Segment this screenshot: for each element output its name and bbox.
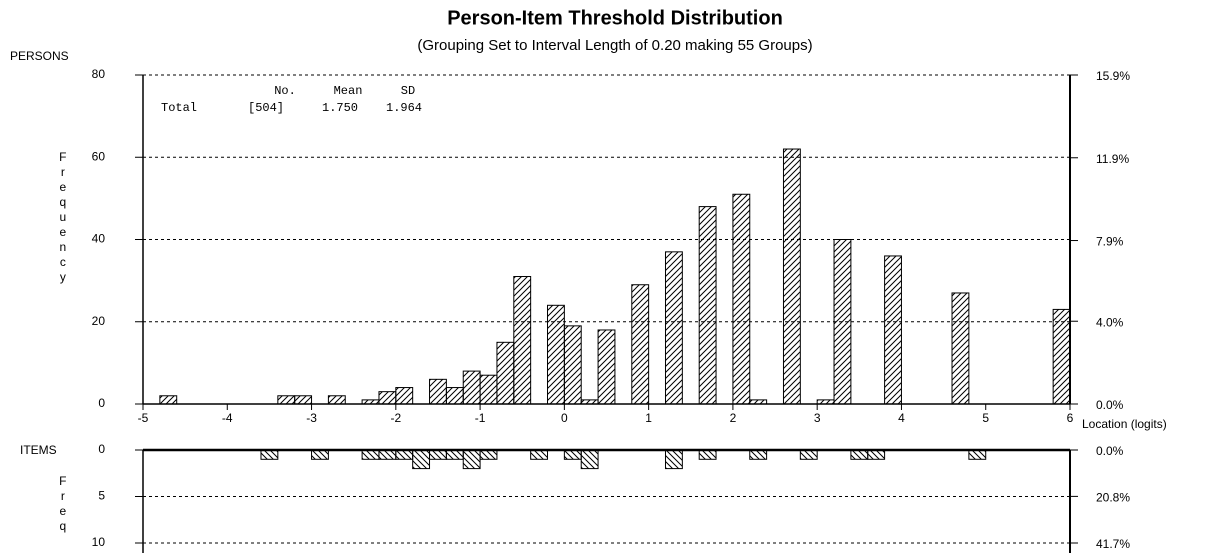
x-tick-label: 1 xyxy=(645,411,652,425)
bar xyxy=(395,449,414,460)
y2-tick-label: 0.0% xyxy=(1096,444,1124,458)
bar xyxy=(445,387,464,405)
bar xyxy=(412,449,431,470)
bar xyxy=(479,449,498,460)
y-tick-label: 0 xyxy=(98,396,105,410)
bar xyxy=(327,395,346,405)
bar xyxy=(462,449,481,470)
bar xyxy=(799,449,818,460)
bar xyxy=(378,449,397,460)
stats-row-label: Total xyxy=(161,101,197,115)
y2-tick-label: 20.8% xyxy=(1096,491,1130,505)
bar xyxy=(361,449,380,460)
bar xyxy=(1052,308,1071,405)
bar xyxy=(530,449,549,460)
y-axis-label: Frequency xyxy=(56,150,70,285)
x-axis-label: Location (logits) xyxy=(1082,417,1167,431)
bar xyxy=(159,395,178,405)
bar xyxy=(311,449,329,460)
bar xyxy=(698,206,717,405)
bar xyxy=(429,449,447,460)
x-tick-label: -3 xyxy=(306,411,317,425)
y-tick-label: 40 xyxy=(92,232,106,246)
y-tick-label: 60 xyxy=(92,149,106,163)
bar xyxy=(294,395,313,405)
bar xyxy=(445,449,464,460)
bar xyxy=(260,449,279,460)
bar xyxy=(496,341,515,405)
stats-header: No. xyxy=(274,84,296,98)
bar xyxy=(951,292,970,405)
bar xyxy=(395,387,414,405)
bar xyxy=(513,276,532,405)
x-tick-label: 2 xyxy=(730,411,737,425)
bar xyxy=(563,449,582,460)
x-tick-label: -1 xyxy=(475,411,486,425)
bar xyxy=(749,449,768,460)
bar xyxy=(563,325,582,405)
bar xyxy=(429,378,447,405)
stats-value: 1.750 xyxy=(322,101,358,115)
bar xyxy=(732,193,751,405)
y2-tick-label: 7.9% xyxy=(1096,235,1124,249)
stats-header: Mean xyxy=(334,84,363,98)
x-tick-label: -5 xyxy=(138,411,149,425)
bar xyxy=(547,304,565,405)
stats-value: 1.964 xyxy=(386,101,422,115)
bar xyxy=(850,449,869,460)
stats-header: SD xyxy=(401,84,415,98)
bar xyxy=(698,449,717,460)
y-tick-label: 20 xyxy=(92,314,106,328)
y-axis-label: Freq xyxy=(56,474,70,534)
bar xyxy=(580,449,599,470)
panel-label: ITEMS xyxy=(20,443,57,457)
y-tick-label: 80 xyxy=(92,67,106,81)
stats-value: [504] xyxy=(248,101,284,115)
panel-label: PERSONS xyxy=(10,49,69,63)
bar xyxy=(479,374,498,405)
x-tick-label: 6 xyxy=(1067,411,1074,425)
bar xyxy=(277,395,296,405)
y2-tick-label: 0.0% xyxy=(1096,398,1124,412)
y2-tick-label: 41.7% xyxy=(1096,537,1130,551)
y-tick-label: 0 xyxy=(98,442,105,456)
y2-tick-label: 15.9% xyxy=(1096,69,1130,83)
bar xyxy=(664,449,683,470)
x-tick-label: 3 xyxy=(814,411,821,425)
bar xyxy=(867,449,886,460)
bar xyxy=(378,391,397,405)
bar xyxy=(462,370,481,405)
x-tick-label: 5 xyxy=(982,411,989,425)
bar xyxy=(597,329,616,405)
bar xyxy=(631,284,650,405)
bar xyxy=(968,449,987,460)
chart-subtitle: (Grouping Set to Interval Length of 0.20… xyxy=(417,37,812,54)
y2-tick-label: 4.0% xyxy=(1096,315,1124,329)
y2-tick-label: 11.9% xyxy=(1096,152,1129,166)
y-tick-label: 5 xyxy=(98,489,105,503)
x-tick-label: 0 xyxy=(561,411,568,425)
x-tick-label: -2 xyxy=(390,411,401,425)
bar xyxy=(782,148,801,405)
chart-title: Person-Item Threshold Distribution xyxy=(447,7,783,29)
bar xyxy=(833,239,852,405)
x-tick-label: 4 xyxy=(898,411,905,425)
bar xyxy=(884,255,902,405)
y-tick-label: 10 xyxy=(92,535,106,549)
x-tick-label: -4 xyxy=(222,411,233,425)
bar xyxy=(664,251,683,405)
